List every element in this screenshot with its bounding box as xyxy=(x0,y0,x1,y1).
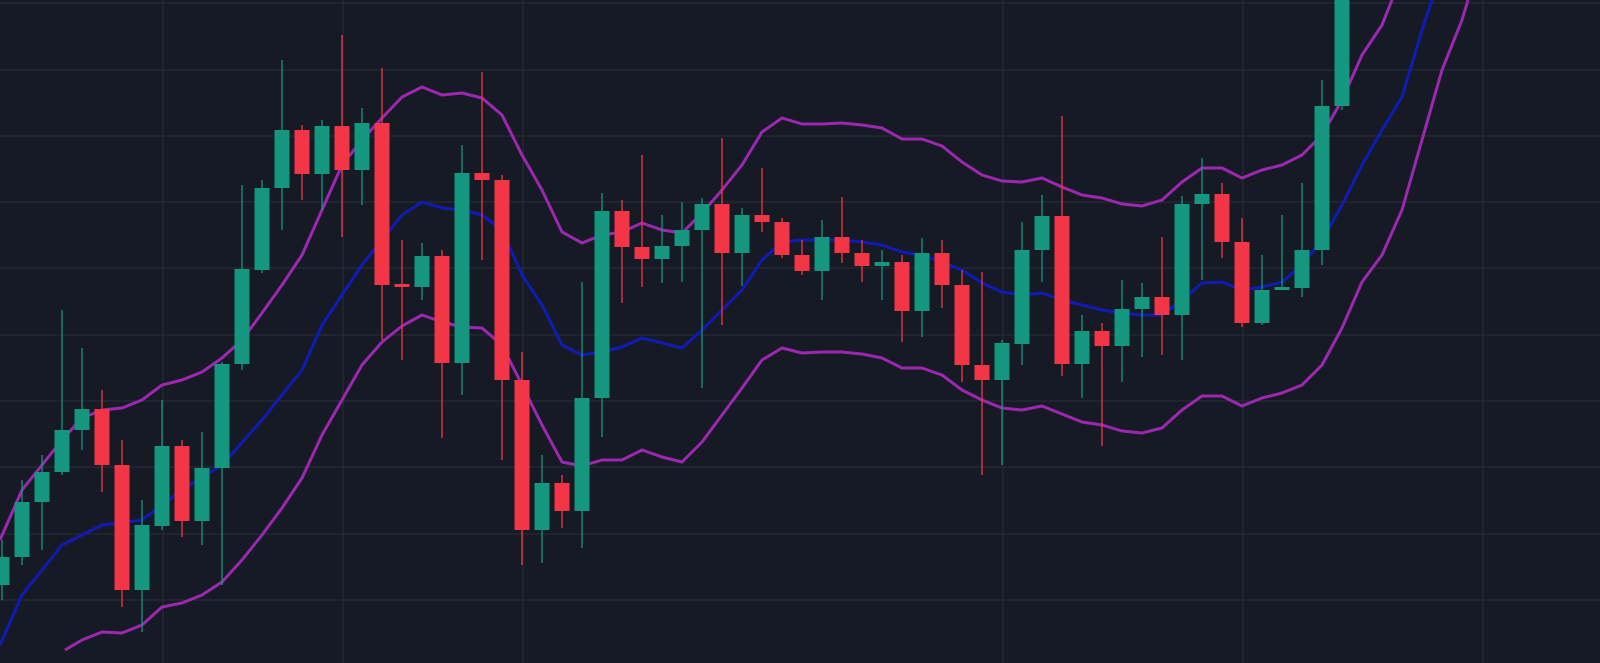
candle-body xyxy=(0,557,10,585)
candle-body xyxy=(934,253,950,285)
candle-body xyxy=(994,343,1010,380)
candle-body xyxy=(154,446,170,526)
candle-body xyxy=(1274,287,1290,290)
band-line xyxy=(64,0,1470,652)
candle-body xyxy=(834,237,850,253)
candle-body xyxy=(354,123,370,170)
candle-body xyxy=(1074,331,1090,364)
candle-body xyxy=(494,180,510,380)
candle-body xyxy=(394,284,410,287)
candle-body xyxy=(254,188,270,270)
candle-body xyxy=(694,204,710,230)
candle-body xyxy=(194,468,210,521)
candle-body xyxy=(814,237,830,271)
candle-body xyxy=(174,446,190,521)
candle-body xyxy=(134,525,150,590)
candle-body xyxy=(614,211,630,247)
candle-body xyxy=(714,204,730,253)
candle-body xyxy=(594,211,610,398)
candle-body xyxy=(674,230,690,246)
candle-body xyxy=(734,215,750,253)
candle-body xyxy=(54,430,70,472)
candle-body xyxy=(294,130,310,174)
candle-body xyxy=(1034,216,1050,250)
candle-body xyxy=(914,253,930,311)
band-line xyxy=(0,0,1394,541)
candle-body xyxy=(1234,242,1250,323)
candle-body xyxy=(14,502,30,557)
candle-body xyxy=(654,246,670,259)
candle-body xyxy=(794,255,810,271)
candle-body xyxy=(454,173,470,363)
candle-body xyxy=(74,409,90,430)
candle-body xyxy=(94,409,110,465)
candle-body xyxy=(114,465,130,590)
candle-body xyxy=(634,247,650,259)
candle-body xyxy=(514,380,530,530)
candle-body xyxy=(1194,194,1210,204)
candle-body xyxy=(1174,204,1190,315)
candle-body xyxy=(374,123,390,285)
candle-body xyxy=(1014,250,1030,344)
candle-body xyxy=(534,483,550,530)
candle-body xyxy=(854,253,870,266)
candle-body xyxy=(774,222,790,255)
candle-body xyxy=(754,215,770,222)
candle-body xyxy=(274,130,290,188)
candle-body xyxy=(1334,0,1350,106)
candle-body xyxy=(874,262,890,266)
candle-body xyxy=(334,126,350,170)
candle-body xyxy=(414,256,430,287)
candle-body xyxy=(234,269,250,364)
candle-body xyxy=(1054,216,1070,364)
candle-body xyxy=(1254,290,1270,323)
candle-body xyxy=(34,472,50,502)
candle-body xyxy=(1114,309,1130,346)
candle-body xyxy=(894,262,910,311)
candle-body xyxy=(1134,297,1150,309)
candle-body xyxy=(1314,106,1330,250)
candle-body xyxy=(1154,297,1170,315)
candle-body xyxy=(474,173,490,180)
candle-body xyxy=(974,365,990,380)
candle-body xyxy=(954,285,970,365)
candle-body xyxy=(314,126,330,174)
candle-body xyxy=(574,398,590,511)
candle-body xyxy=(554,483,570,511)
candle-body xyxy=(1094,331,1110,346)
candle-body xyxy=(1294,250,1310,288)
candle-body xyxy=(1214,194,1230,242)
candle-body xyxy=(214,364,230,468)
candle-body xyxy=(434,256,450,363)
